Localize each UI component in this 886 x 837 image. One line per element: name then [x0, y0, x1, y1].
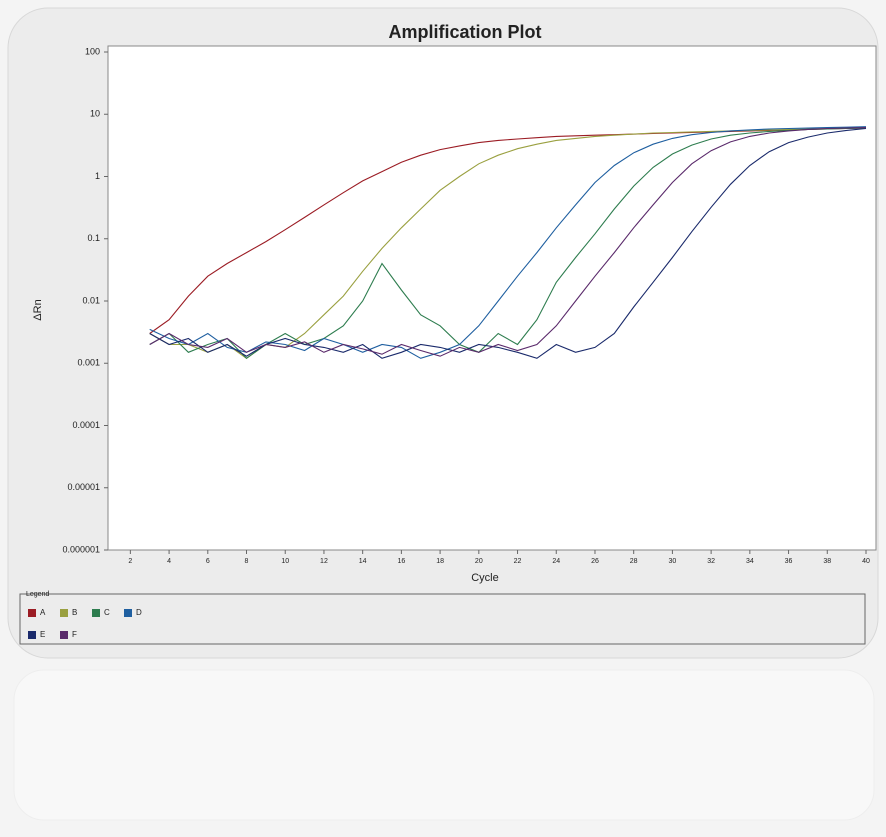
- x-tick-label: 38: [823, 558, 831, 565]
- x-tick-label: 12: [320, 558, 328, 565]
- y-tick-label: 0.01: [82, 295, 100, 305]
- x-tick-label: 20: [475, 558, 483, 565]
- y-tick-label: 0.0001: [72, 420, 100, 430]
- legend-label: F: [72, 630, 77, 639]
- page: Amplification Plot Cycle ΔRn Legend 0.00…: [0, 0, 886, 837]
- x-tick-label: 10: [281, 558, 289, 565]
- x-tick-label: 2: [128, 558, 132, 565]
- x-tick-label: 14: [359, 558, 367, 565]
- reflection: [14, 670, 874, 820]
- chart: Amplification Plot Cycle ΔRn Legend 0.00…: [0, 0, 886, 837]
- x-tick-label: 28: [630, 558, 638, 565]
- legend-swatch: [60, 631, 68, 639]
- x-tick-label: 6: [206, 558, 210, 565]
- y-tick-label: 0.1: [87, 233, 100, 243]
- x-tick-label: 40: [862, 558, 870, 565]
- x-tick-label: 26: [591, 558, 599, 565]
- y-tick-label: 100: [85, 46, 100, 56]
- legend-swatch: [92, 609, 100, 617]
- y-tick-label: 0.00001: [67, 482, 100, 492]
- legend-swatch: [28, 631, 36, 639]
- y-tick-label: 1: [95, 171, 100, 181]
- legend-label: E: [40, 630, 45, 639]
- x-tick-label: 4: [167, 558, 171, 565]
- x-tick-label: 24: [552, 558, 560, 565]
- x-tick-label: 8: [245, 558, 249, 565]
- x-tick-label: 18: [436, 558, 444, 565]
- legend-title: Legend: [26, 591, 49, 598]
- legend-label: B: [72, 608, 77, 617]
- y-axis-label: ΔRn: [32, 299, 44, 320]
- legend-label: D: [136, 608, 142, 617]
- legend-swatch: [60, 609, 68, 617]
- y-tick-label: 10: [90, 109, 100, 119]
- y-tick-label: 0.001: [77, 358, 100, 368]
- legend-swatch: [124, 609, 132, 617]
- x-tick-label: 16: [397, 558, 405, 565]
- legend-label: C: [104, 608, 110, 617]
- x-tick-label: 32: [707, 558, 715, 565]
- chart-title: Amplification Plot: [389, 22, 542, 42]
- x-tick-label: 30: [669, 558, 677, 565]
- x-axis-label: Cycle: [471, 572, 499, 584]
- legend-swatch: [28, 609, 36, 617]
- x-tick-label: 34: [746, 558, 754, 565]
- y-tick-label: 0.000001: [62, 544, 100, 554]
- legend-label: A: [40, 608, 46, 617]
- x-tick-label: 36: [785, 558, 793, 565]
- x-tick-label: 22: [514, 558, 522, 565]
- plot-area: [108, 46, 876, 550]
